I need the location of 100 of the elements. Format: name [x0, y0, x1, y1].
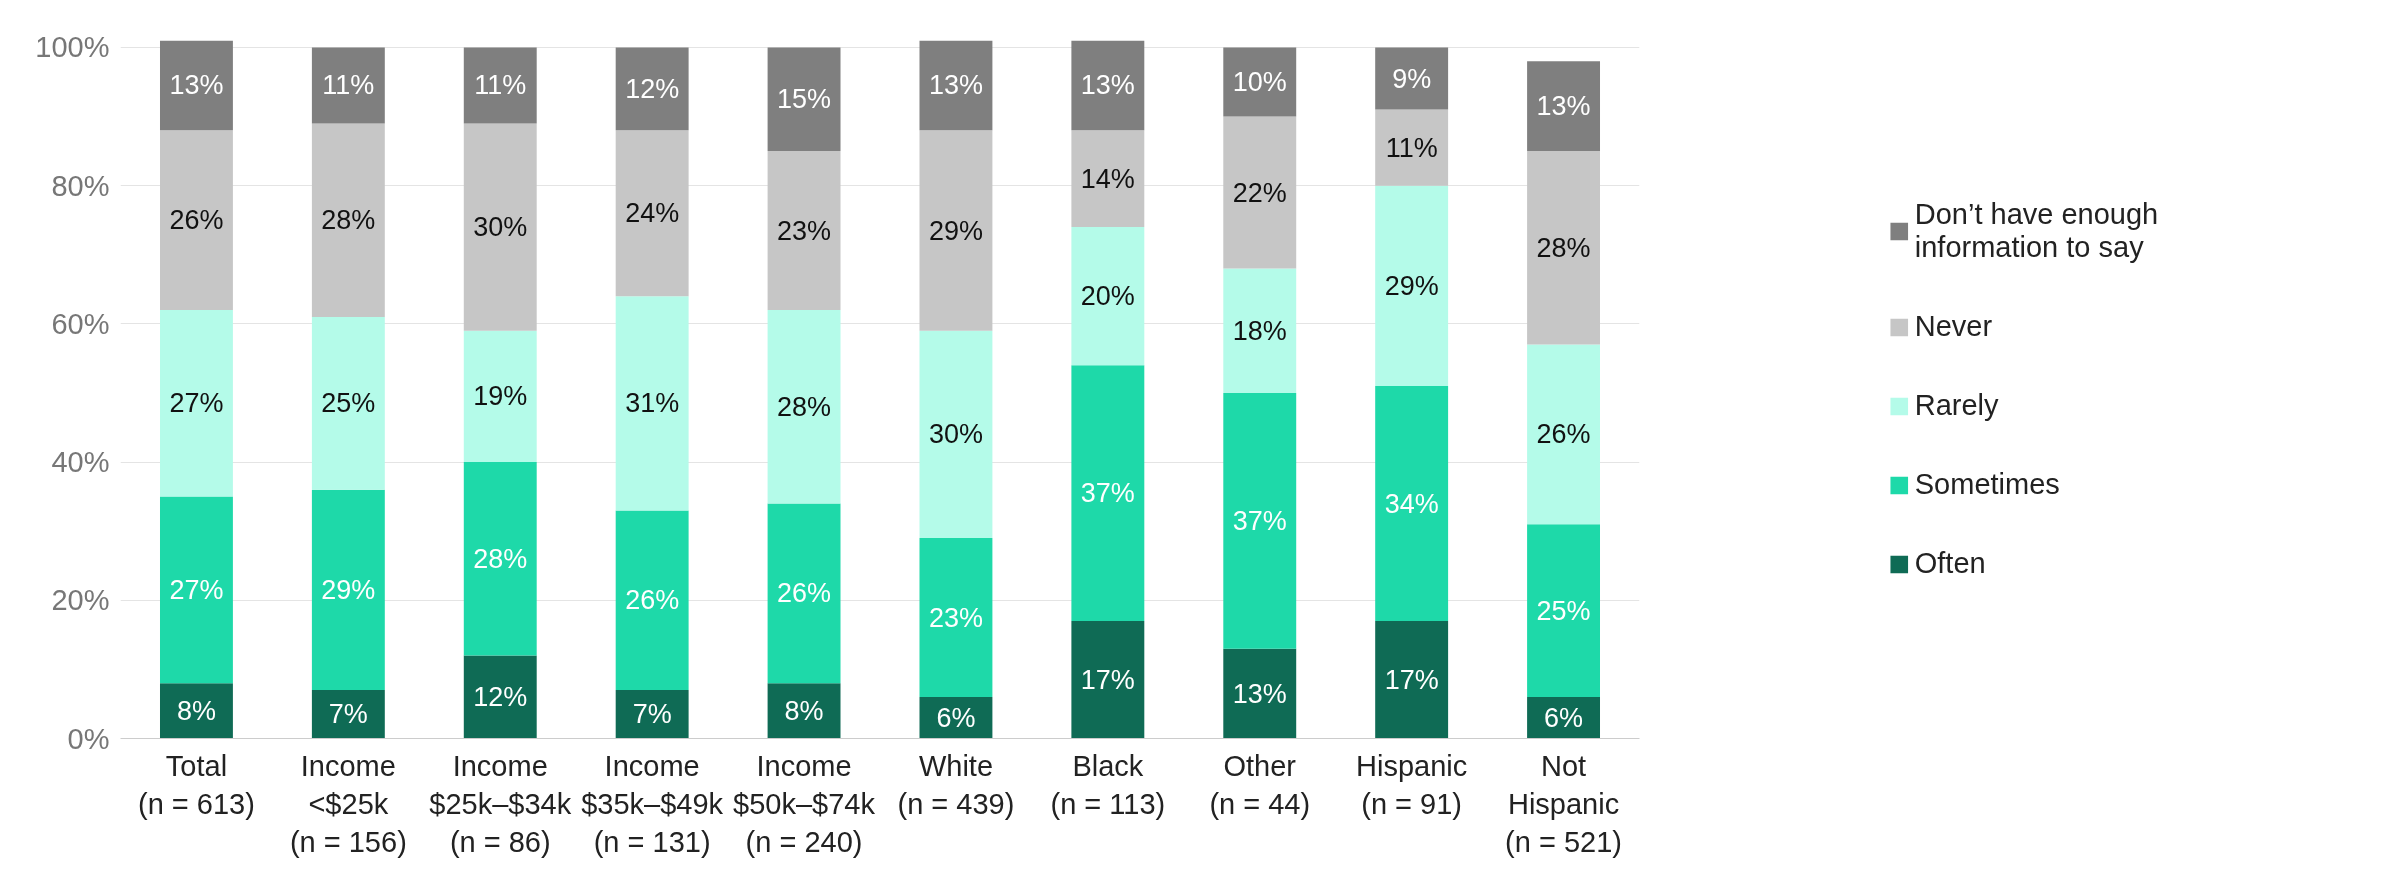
bar	[463, 462, 537, 656]
data-label: 26%	[169, 205, 224, 236]
x-tick-label: White (n = 439)	[897, 749, 1015, 820]
data-label: 15%	[777, 84, 832, 115]
data-label: 37%	[1080, 478, 1135, 509]
bar	[767, 683, 841, 739]
bar	[1071, 40, 1145, 131]
bar	[1071, 621, 1145, 739]
data-label: 12%	[473, 682, 528, 713]
data-label: 29%	[1384, 270, 1439, 301]
bar	[1375, 621, 1449, 739]
bar	[1375, 386, 1449, 622]
bar	[311, 123, 385, 317]
data-label: 6%	[1544, 702, 1584, 733]
bar	[615, 130, 689, 297]
x-tick-label: Black (n = 113)	[1050, 749, 1166, 820]
bar	[615, 690, 689, 739]
x-tick-label: Income $25k–$34k (n = 86)	[429, 749, 572, 859]
data-label: 24%	[625, 198, 680, 229]
data-label: 27%	[169, 574, 224, 605]
data-label: 19%	[473, 381, 528, 412]
bar	[1527, 61, 1601, 152]
bar	[463, 330, 537, 463]
data-label: 23%	[777, 215, 832, 246]
data-label: 18%	[1232, 315, 1287, 346]
data-label: 28%	[1536, 232, 1591, 263]
data-label: 26%	[625, 585, 680, 616]
data-label: 13%	[928, 70, 983, 101]
x-tick-label: Income $35k–$49k (n = 131)	[581, 749, 724, 859]
data-label: 13%	[1232, 678, 1287, 709]
bar	[1071, 365, 1145, 622]
bar	[1375, 47, 1449, 110]
bar	[1223, 116, 1297, 269]
x-tick-label: Income $50k–$74k (n = 240)	[733, 749, 876, 859]
data-label: 8%	[176, 695, 216, 726]
data-label: 31%	[625, 388, 680, 419]
bar	[463, 123, 537, 331]
data-label: 7%	[328, 699, 368, 730]
bar	[1223, 648, 1297, 739]
data-label: 28%	[777, 391, 832, 422]
data-label: 30%	[928, 419, 983, 450]
data-label: 8%	[784, 695, 824, 726]
y-tick-label: 20%	[51, 584, 110, 617]
y-tick-label: 60%	[51, 307, 110, 340]
data-label: 25%	[1536, 595, 1591, 626]
y-tick-label: 40%	[51, 446, 110, 479]
legend-label: Don’t have enough information to say	[1914, 198, 2159, 264]
bar	[159, 40, 233, 131]
bar	[767, 310, 841, 504]
bar	[159, 496, 233, 684]
bar	[311, 489, 385, 691]
data-label: 25%	[321, 388, 376, 419]
data-label: 26%	[1536, 419, 1591, 450]
bar	[919, 330, 993, 539]
bar	[1223, 47, 1297, 117]
x-tick-label: Total (n = 613)	[138, 749, 255, 820]
data-label: 7%	[632, 699, 672, 730]
bar	[159, 683, 233, 739]
data-label: 29%	[928, 215, 983, 246]
bar	[919, 40, 993, 131]
bar	[615, 510, 689, 691]
legend-label: Often	[1914, 547, 1986, 580]
bar	[1071, 130, 1145, 228]
bar	[311, 316, 385, 490]
bar	[919, 130, 993, 331]
data-label: 26%	[777, 578, 832, 609]
bar	[1071, 227, 1145, 366]
data-label: 11%	[1385, 132, 1438, 163]
bar	[159, 130, 233, 311]
data-label: 17%	[1080, 664, 1135, 695]
bar	[1223, 392, 1297, 649]
x-tick-label: Other (n = 44)	[1209, 749, 1311, 820]
x-tick-label: Hispanic (n = 91)	[1356, 749, 1468, 820]
bar	[463, 655, 537, 739]
y-tick-label: 100%	[35, 31, 110, 64]
bar	[615, 296, 689, 511]
data-label: 13%	[1536, 91, 1591, 122]
data-label: 11%	[474, 70, 527, 101]
bar	[1527, 151, 1601, 345]
data-label: 30%	[473, 212, 528, 243]
data-label: 13%	[169, 70, 224, 101]
data-label: 29%	[321, 574, 376, 605]
data-label: 10%	[1232, 66, 1287, 97]
y-tick-label: 0%	[67, 722, 110, 755]
bar	[767, 503, 841, 684]
data-label: 14%	[1080, 163, 1135, 194]
bar	[463, 47, 537, 124]
bar	[311, 47, 385, 124]
data-label: 28%	[321, 205, 376, 236]
bar	[1527, 524, 1601, 698]
data-label: 6%	[936, 702, 976, 733]
bar	[767, 47, 841, 152]
data-label: 20%	[1080, 281, 1135, 312]
bar	[1375, 109, 1449, 186]
data-label: 34%	[1384, 488, 1439, 519]
x-tick-label: Not Hispanic (n = 521)	[1505, 749, 1622, 859]
data-label: 27%	[169, 388, 224, 419]
legend-label: Rarely	[1914, 389, 1999, 422]
bar	[1527, 344, 1601, 525]
data-label: 13%	[1080, 70, 1135, 101]
